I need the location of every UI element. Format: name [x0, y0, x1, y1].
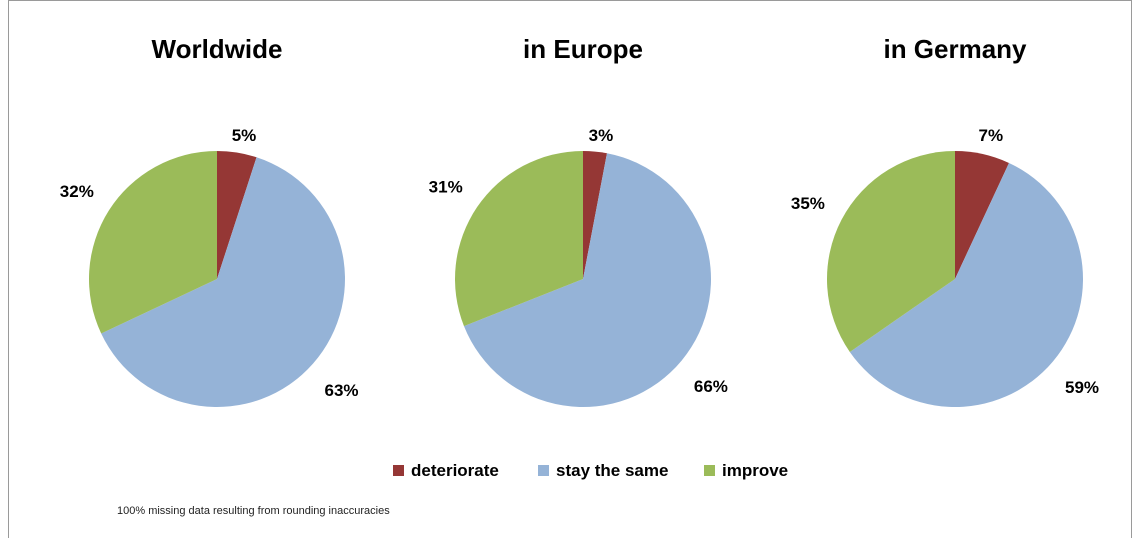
data-label-deteriorate: 5% [232, 126, 257, 145]
pie-slice-improve [455, 151, 583, 327]
legend-swatch-stay-the-same [538, 465, 549, 476]
data-label-improve: 32% [60, 182, 94, 201]
chart-title: in Europe [523, 34, 643, 64]
data-label-improve: 35% [791, 194, 825, 213]
data-label-stay-the-same: 66% [694, 377, 728, 396]
pie-slice-improve [827, 151, 955, 352]
legend-label-stay-the-same: stay the same [556, 461, 668, 480]
legend-label-improve: improve [722, 461, 788, 480]
pie-slice-stay-the-same [849, 162, 1084, 408]
chart-title: in Germany [883, 34, 1027, 64]
pie-slice-deteriorate [217, 151, 257, 279]
data-label-deteriorate: 3% [589, 126, 614, 145]
legend: deteriorate stay the same improve [393, 461, 788, 480]
chart-title: Worldwide [152, 34, 283, 64]
pie-slice-deteriorate [583, 151, 607, 279]
pie-slice-deteriorate [955, 151, 1009, 279]
chart-frame [8, 0, 1132, 538]
pie-slice-improve [88, 151, 217, 334]
footnote: 100% missing data resulting from roundin… [117, 505, 390, 517]
data-label-deteriorate: 7% [979, 126, 1004, 145]
data-label-stay-the-same: 59% [1065, 378, 1099, 397]
data-label-improve: 31% [429, 178, 463, 197]
pie-slice-stay-the-same [101, 157, 345, 407]
legend-swatch-deteriorate [393, 465, 404, 476]
legend-label-deteriorate: deteriorate [411, 461, 499, 480]
pie-chart-3: in Germany 7% 59% 35% [791, 34, 1099, 408]
pie-chart-2: in Europe 3% 66% 31% [429, 34, 728, 408]
data-label-stay-the-same: 63% [324, 381, 358, 400]
pie-slice-stay-the-same [463, 153, 712, 408]
pie-chart-1: Worldwide 5% 63% 32% [60, 34, 359, 407]
legend-swatch-improve [704, 465, 715, 476]
